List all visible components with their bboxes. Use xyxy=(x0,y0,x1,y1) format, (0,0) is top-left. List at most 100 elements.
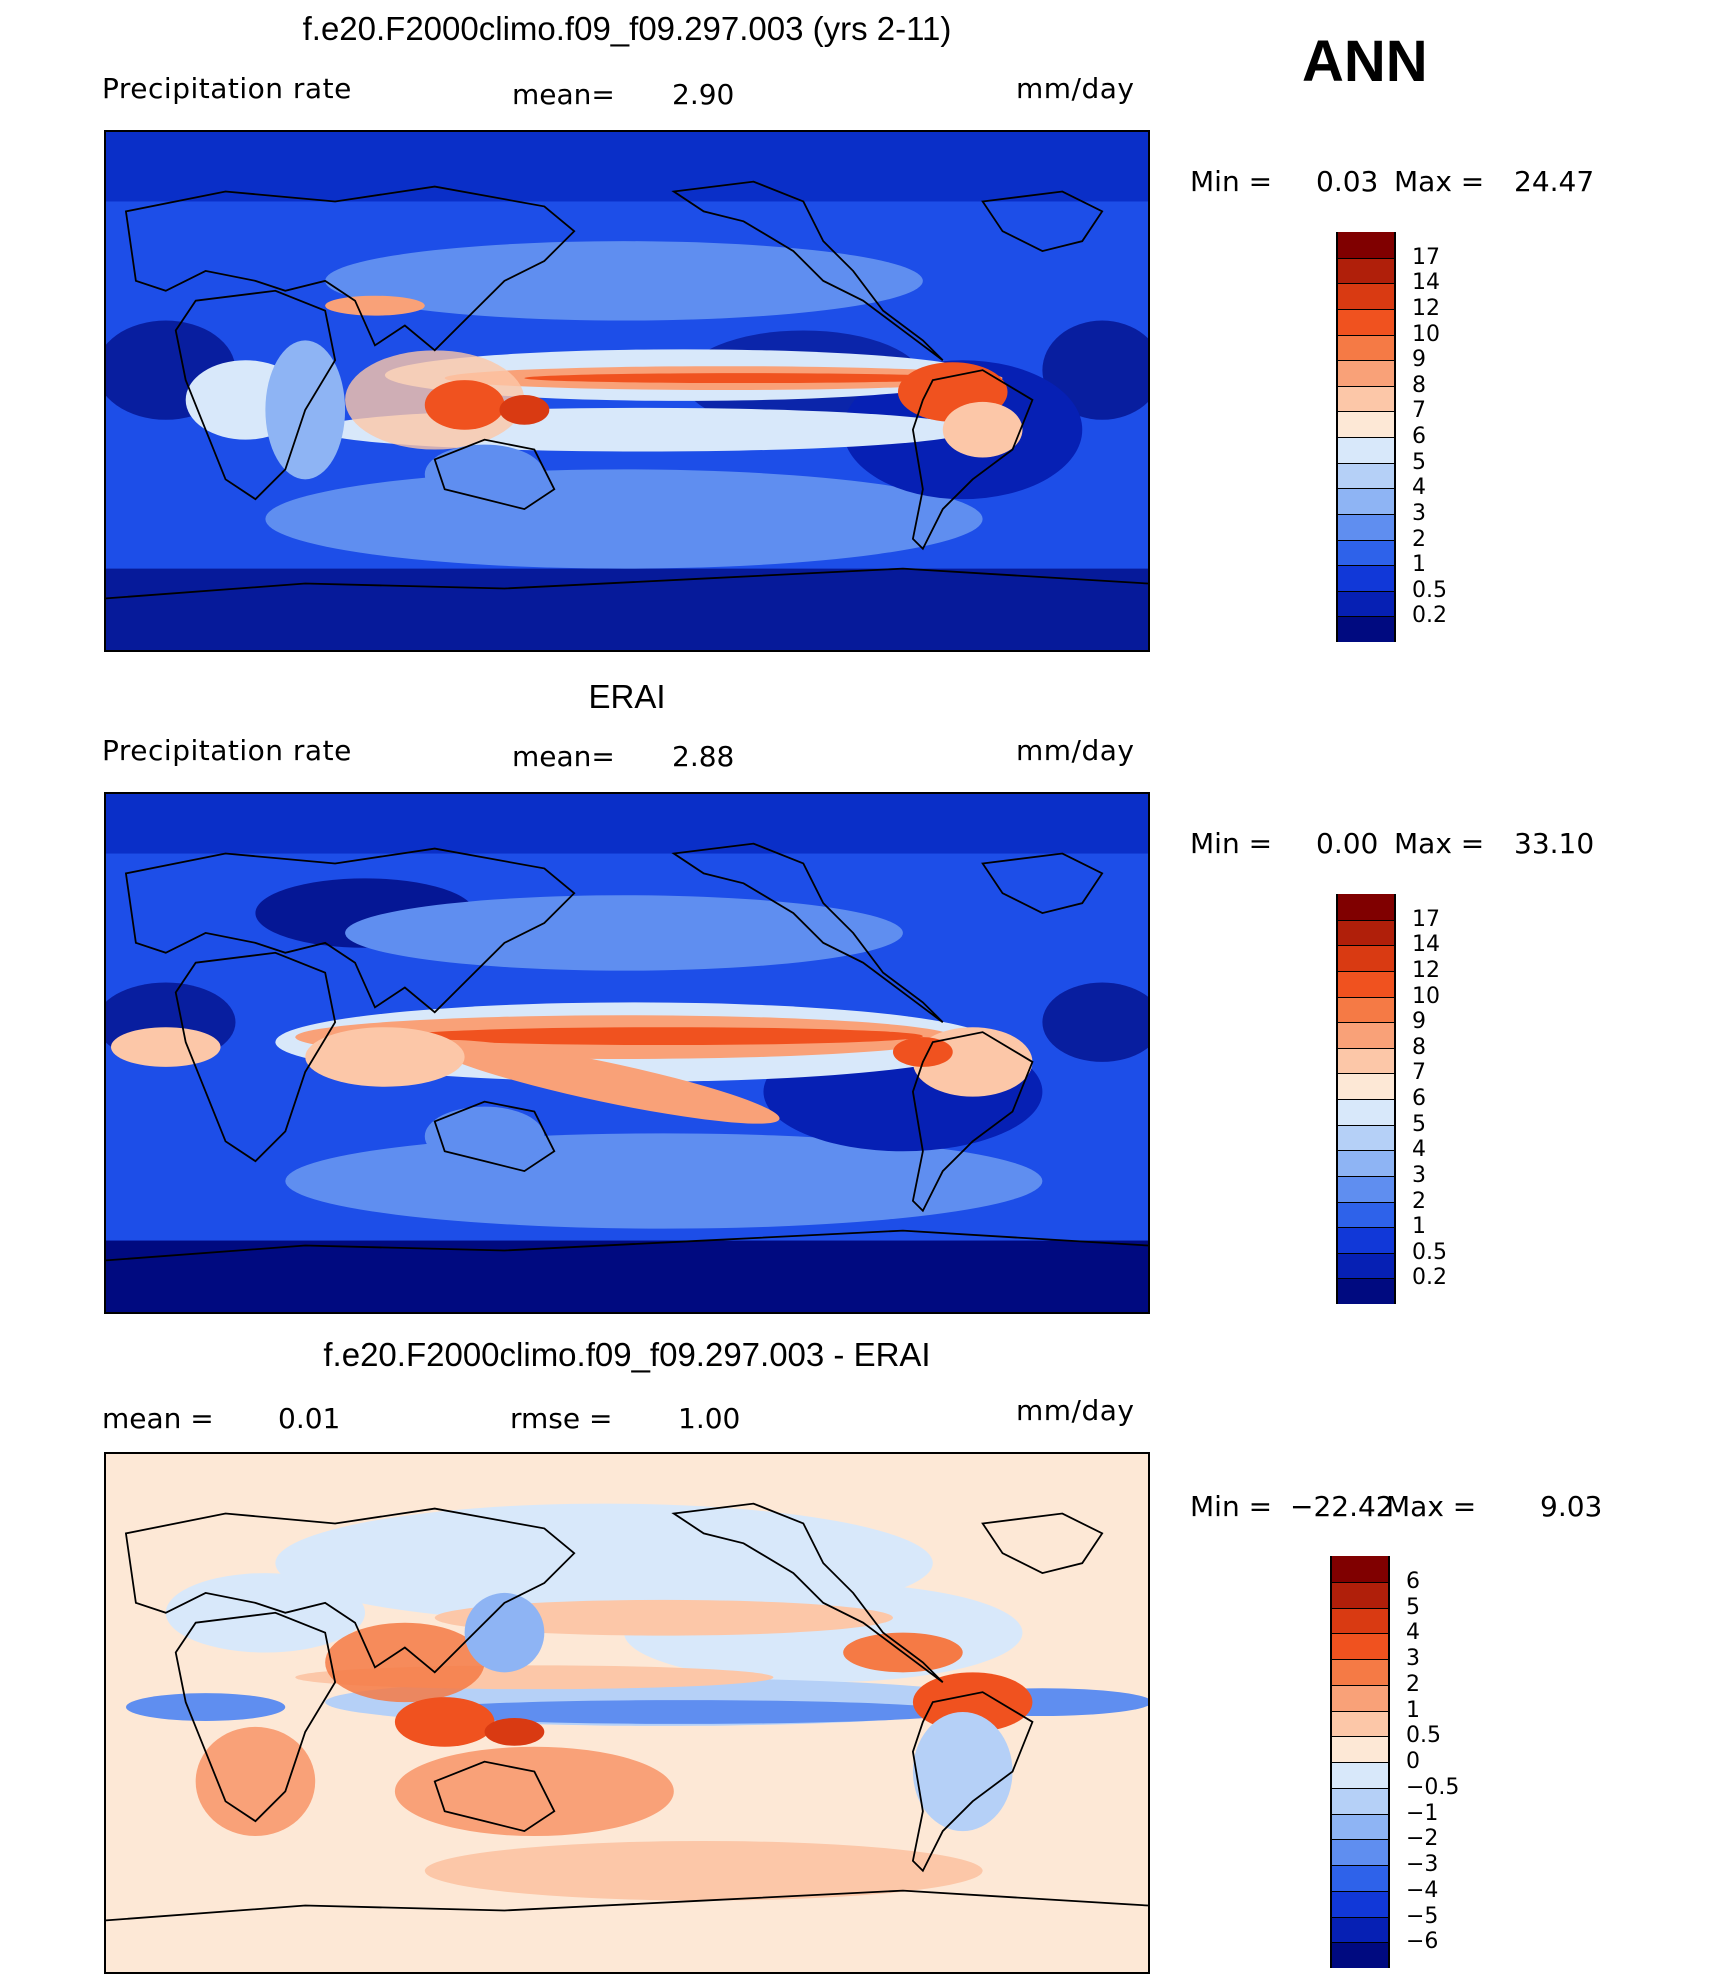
colorbar-tick-label: 4 xyxy=(1412,1137,1426,1163)
panel-1-min-label: Min = xyxy=(1190,165,1273,198)
panel-3-colorbar: 6 5 4 3 2 1 0.5 0 −0.5 −1 −2 −3 −4 −5 −6 xyxy=(1330,1556,1459,1968)
colorbar-box xyxy=(1338,283,1394,309)
panel-2-variable-label: Precipitation rate xyxy=(102,734,352,767)
colorbar-box xyxy=(1338,232,1394,258)
panel-2-units: mm/day xyxy=(1016,734,1135,767)
colorbar-tick-label: 3 xyxy=(1412,500,1426,526)
panel-2-max-value: 33.10 xyxy=(1514,827,1595,860)
colorbar-tick-label: 3 xyxy=(1406,1646,1420,1671)
panel-3-rmse-label: rmse = xyxy=(510,1402,613,1435)
colorbar-tick-label: 6 xyxy=(1406,1568,1420,1594)
colorbar-box xyxy=(1332,1659,1388,1685)
colorbar-box xyxy=(1338,1201,1394,1228)
colorbar-tick-label: 7 xyxy=(1412,398,1426,424)
colorbar-tick-label: −4 xyxy=(1406,1877,1439,1903)
colorbar-box xyxy=(1338,565,1394,591)
colorbar-box xyxy=(1338,513,1394,540)
colorbar-box xyxy=(1332,1839,1388,1865)
colorbar-box xyxy=(1338,1252,1394,1279)
colorbar-box xyxy=(1338,919,1394,946)
colorbar-boxes xyxy=(1336,894,1396,1304)
panel-1-title: f.e20.F2000climo.f09_f09.297.003 (yrs 2-… xyxy=(302,10,952,47)
colorbar-tick-label: 9 xyxy=(1412,347,1426,373)
colorbar-tick-label: 0.5 xyxy=(1412,577,1447,603)
colorbar-tick-label: 0.5 xyxy=(1412,1239,1447,1265)
panel-3-min-value: −22.42 xyxy=(1290,1490,1394,1523)
colorbar-box xyxy=(1338,616,1394,642)
panel-3-mean-value: 0.01 xyxy=(278,1402,341,1435)
season-label: ANN xyxy=(1302,29,1428,94)
colorbar-tick-label: 8 xyxy=(1412,372,1426,398)
panel-2-mean-label: mean= xyxy=(512,740,615,773)
colorbar-box xyxy=(1338,1047,1394,1074)
colorbar-box xyxy=(1338,894,1394,920)
colorbar-tick-label: 14 xyxy=(1412,932,1440,958)
panel-3-rmse-value: 1.00 xyxy=(678,1402,741,1435)
colorbar-boxes xyxy=(1330,1556,1390,1968)
colorbar-box xyxy=(1332,1684,1388,1711)
panel-1-min-value: 0.03 xyxy=(1316,165,1379,198)
panel-3-mean-label: mean = xyxy=(102,1402,214,1435)
colorbar-box xyxy=(1338,360,1394,386)
colorbar-tick-label: −5 xyxy=(1406,1903,1439,1929)
panel-2-min-value: 0.00 xyxy=(1316,827,1379,860)
panel-1-map xyxy=(104,130,1150,652)
colorbar-tick-label: 7 xyxy=(1412,1060,1426,1086)
colorbar-tick-label: −6 xyxy=(1406,1929,1439,1955)
panel-1-variable-label: Precipitation rate xyxy=(102,72,352,105)
colorbar-box xyxy=(1338,488,1394,514)
panel-1-units: mm/day xyxy=(1016,72,1135,105)
colorbar-tick-label: 8 xyxy=(1412,1034,1426,1060)
colorbar-box xyxy=(1332,1556,1388,1582)
panel-1-map-svg xyxy=(106,132,1148,650)
panel-3-map-svg xyxy=(106,1454,1148,1972)
colorbar-tick-label: 6 xyxy=(1412,424,1426,449)
colorbar-box xyxy=(1338,308,1394,335)
panel-1-mean-value: 2.90 xyxy=(672,78,735,111)
colorbar-box xyxy=(1338,257,1394,284)
colorbar-tick-label: −0.5 xyxy=(1406,1774,1460,1800)
colorbar-tick-label: 12 xyxy=(1412,295,1440,321)
colorbar-box xyxy=(1332,1916,1388,1943)
panel-1-mean-label: mean= xyxy=(512,78,615,111)
colorbar-tick-label: 2 xyxy=(1412,1188,1426,1214)
colorbar-tick-label: 10 xyxy=(1412,321,1440,347)
colorbar-tick-label: 9 xyxy=(1412,1009,1426,1035)
panel-1-max-label: Max = xyxy=(1394,165,1485,198)
colorbar-box xyxy=(1338,334,1394,361)
colorbar-tick-label: 1 xyxy=(1412,1214,1426,1240)
panel-3-max-label: Max = xyxy=(1386,1490,1477,1523)
panel-2-max-label: Max = xyxy=(1394,827,1485,860)
panel-3-title: f.e20.F2000climo.f09_f09.297.003 - ERAI xyxy=(323,1336,931,1373)
colorbar-tick-label: −2 xyxy=(1406,1826,1439,1852)
panel-2-map xyxy=(104,792,1150,1314)
panel-2-colorbar: 17 14 12 10 9 8 7 6 5 4 3 2 1 0.5 0.2 xyxy=(1336,894,1447,1304)
colorbar-tick-label: 17 xyxy=(1412,244,1440,270)
colorbar-box xyxy=(1338,1022,1394,1048)
colorbar-tick-label: 14 xyxy=(1412,270,1440,296)
colorbar-box xyxy=(1338,462,1394,489)
colorbar-box xyxy=(1338,970,1394,997)
colorbar-tick-label: 10 xyxy=(1412,983,1440,1009)
colorbar-tick-label: 0.2 xyxy=(1412,603,1447,629)
colorbar-tick-label: 0.2 xyxy=(1412,1265,1447,1291)
panel-1-colorbar: 17 14 12 10 9 8 7 6 5 4 3 2 1 0.5 0.2 xyxy=(1336,232,1447,642)
colorbar-box xyxy=(1332,1736,1388,1762)
colorbar-tick-label: 5 xyxy=(1406,1594,1420,1620)
colorbar-box xyxy=(1338,539,1394,566)
colorbar-box xyxy=(1338,945,1394,971)
colorbar-box xyxy=(1332,1787,1388,1814)
colorbar-tick-label: 4 xyxy=(1406,1620,1420,1646)
panel-2-map-svg xyxy=(106,794,1148,1312)
colorbar-box xyxy=(1338,437,1394,463)
colorbar-tick-label: 2 xyxy=(1412,526,1426,552)
colorbar-tick-label: 0.5 xyxy=(1406,1723,1441,1749)
colorbar-tick-label: −3 xyxy=(1406,1852,1439,1877)
colorbar-box xyxy=(1338,1175,1394,1202)
panel-2-mean-value: 2.88 xyxy=(672,740,735,773)
panel-3-units: mm/day xyxy=(1016,1394,1135,1427)
colorbar-tick-label: 5 xyxy=(1412,449,1426,475)
panel-3-map xyxy=(104,1452,1150,1974)
colorbar-box xyxy=(1332,1865,1388,1891)
colorbar-box xyxy=(1332,1942,1388,1968)
